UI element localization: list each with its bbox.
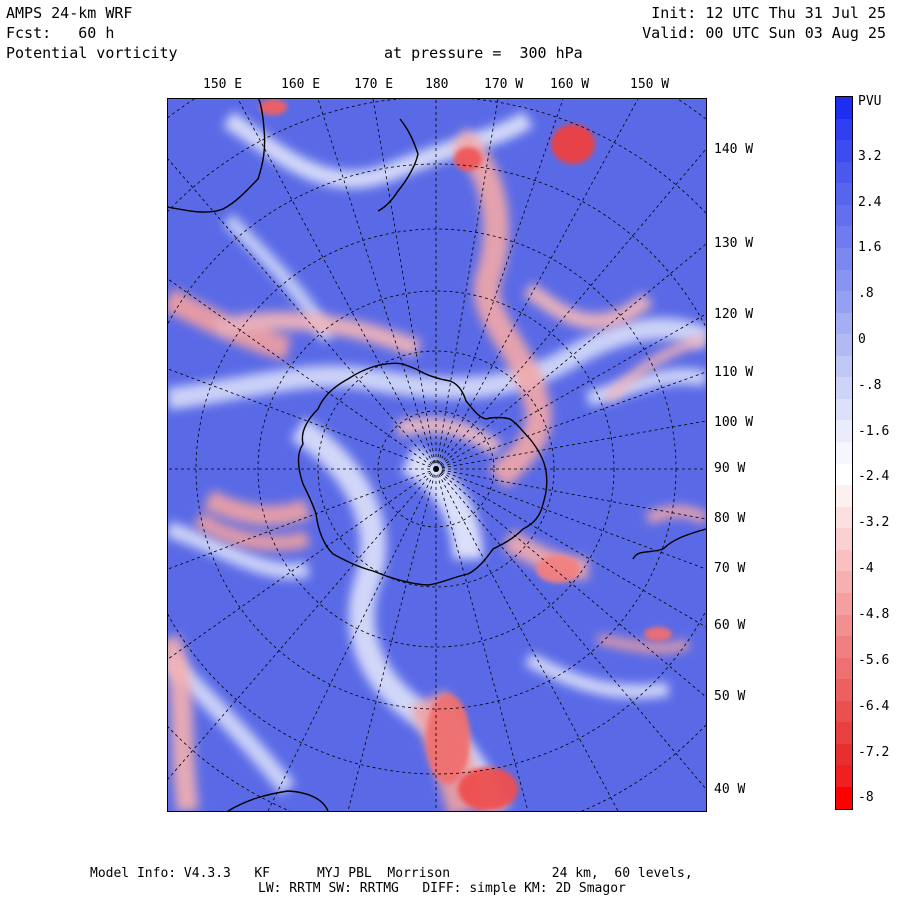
lon-label-top: 160 E	[281, 77, 321, 92]
lon-label-right: 100 W	[714, 415, 754, 430]
colorbar-segment	[836, 657, 852, 680]
colorbar-label: .8	[858, 286, 874, 301]
lon-label-right: 110 W	[714, 365, 754, 380]
lon-label-top: 150 E	[203, 77, 243, 92]
model-title: AMPS 24-km WRF	[6, 4, 133, 22]
new-zealand-coast	[377, 118, 419, 212]
colorbar-segment	[836, 463, 852, 486]
colorbar-unit: PVU	[858, 94, 882, 109]
colorbar-segment	[836, 614, 852, 637]
colorbar-segment	[836, 377, 852, 399]
field-name: Potential vorticity	[6, 44, 178, 62]
lon-label-top: 160 W	[550, 77, 590, 92]
graticule-meridians	[168, 99, 706, 811]
colorbar-segment	[836, 528, 852, 550]
colorbar	[835, 96, 853, 810]
lon-label-right: 80 W	[714, 511, 746, 526]
colorbar-segment	[836, 140, 852, 162]
lon-label-right: 50 W	[714, 689, 746, 704]
colorbar-label: -4	[858, 561, 874, 576]
colorbar-segment	[836, 787, 852, 809]
antarctica-coast	[297, 362, 548, 586]
colorbar-label: -7.2	[858, 745, 890, 760]
lon-label-right: 130 W	[714, 236, 754, 251]
colorbar-segment	[836, 312, 852, 335]
africa-coast	[227, 790, 329, 811]
lon-label-right: 40 W	[714, 782, 746, 797]
pv-strong-red	[259, 99, 672, 811]
pv-map	[167, 98, 707, 812]
colorbar-segment	[836, 420, 852, 442]
colorbar-label: 3.2	[858, 149, 882, 164]
graticule-parallels	[168, 99, 706, 811]
lon-label-right: 140 W	[714, 142, 754, 157]
lon-label-right: 70 W	[714, 561, 746, 576]
colorbar-segment	[836, 743, 852, 766]
colorbar-segment	[836, 679, 852, 701]
colorbar-segment	[836, 355, 852, 378]
australia-coast	[168, 99, 266, 213]
colorbar-segment	[836, 722, 852, 744]
colorbar-segment	[836, 506, 852, 529]
init-time: Init: 12 UTC Thu 31 Jul 25	[651, 4, 886, 22]
colorbar-label: -1.6	[858, 424, 890, 439]
lon-label-right: 120 W	[714, 307, 754, 322]
model-info-line2: LW: RRTM SW: RRTMG DIFF: simple KM: 2D S…	[258, 881, 626, 896]
colorbar-label: 0	[858, 332, 866, 347]
colorbar-segment	[836, 247, 852, 270]
colorbar-segment	[836, 226, 852, 248]
colorbar-label: -6.4	[858, 699, 890, 714]
lon-label-top: 170 W	[484, 77, 524, 92]
south-america-coast	[632, 528, 706, 560]
colorbar-segment	[836, 571, 852, 593]
colorbar-label: -3.2	[858, 515, 890, 530]
colorbar-label: -.8	[858, 378, 882, 393]
colorbar-label: -4.8	[858, 607, 890, 622]
colorbar-label: -2.4	[858, 469, 890, 484]
colorbar-label: -5.6	[858, 653, 890, 668]
lon-label-right: 60 W	[714, 618, 746, 633]
colorbar-segment	[836, 592, 852, 615]
valid-time: Valid: 00 UTC Sun 03 Aug 25	[642, 24, 886, 42]
colorbar-segment	[836, 161, 852, 184]
lon-label-top: 180	[425, 77, 449, 92]
colorbar-segment	[836, 549, 852, 572]
colorbar-segment	[836, 269, 852, 292]
colorbar-segment	[836, 398, 852, 421]
coastlines	[168, 99, 706, 811]
colorbar-segment	[836, 485, 852, 507]
map-graphic	[168, 99, 706, 811]
colorbar-segment	[836, 442, 852, 464]
colorbar-segment	[836, 700, 852, 723]
colorbar-label: 2.4	[858, 195, 882, 210]
lon-label-top: 150 W	[630, 77, 670, 92]
colorbar-segment	[836, 765, 852, 787]
lon-label-top: 170 E	[354, 77, 394, 92]
colorbar-segment	[836, 291, 852, 313]
colorbar-segment	[836, 204, 852, 227]
colorbar-segment	[836, 118, 852, 141]
colorbar-label: 1.6	[858, 240, 882, 255]
model-info-line1: Model Info: V4.3.3 KF MYJ PBL Morrison 2…	[90, 866, 693, 881]
forecast-hour: Fcst: 60 h	[6, 24, 115, 42]
colorbar-segment	[836, 97, 852, 119]
colorbar-segment	[836, 183, 852, 205]
colorbar-label: -8	[858, 790, 874, 805]
lon-label-right: 90 W	[714, 461, 746, 476]
colorbar-segment	[836, 636, 852, 658]
pressure-level: at pressure = 300 hPa	[384, 44, 583, 62]
colorbar-segment	[836, 334, 852, 356]
